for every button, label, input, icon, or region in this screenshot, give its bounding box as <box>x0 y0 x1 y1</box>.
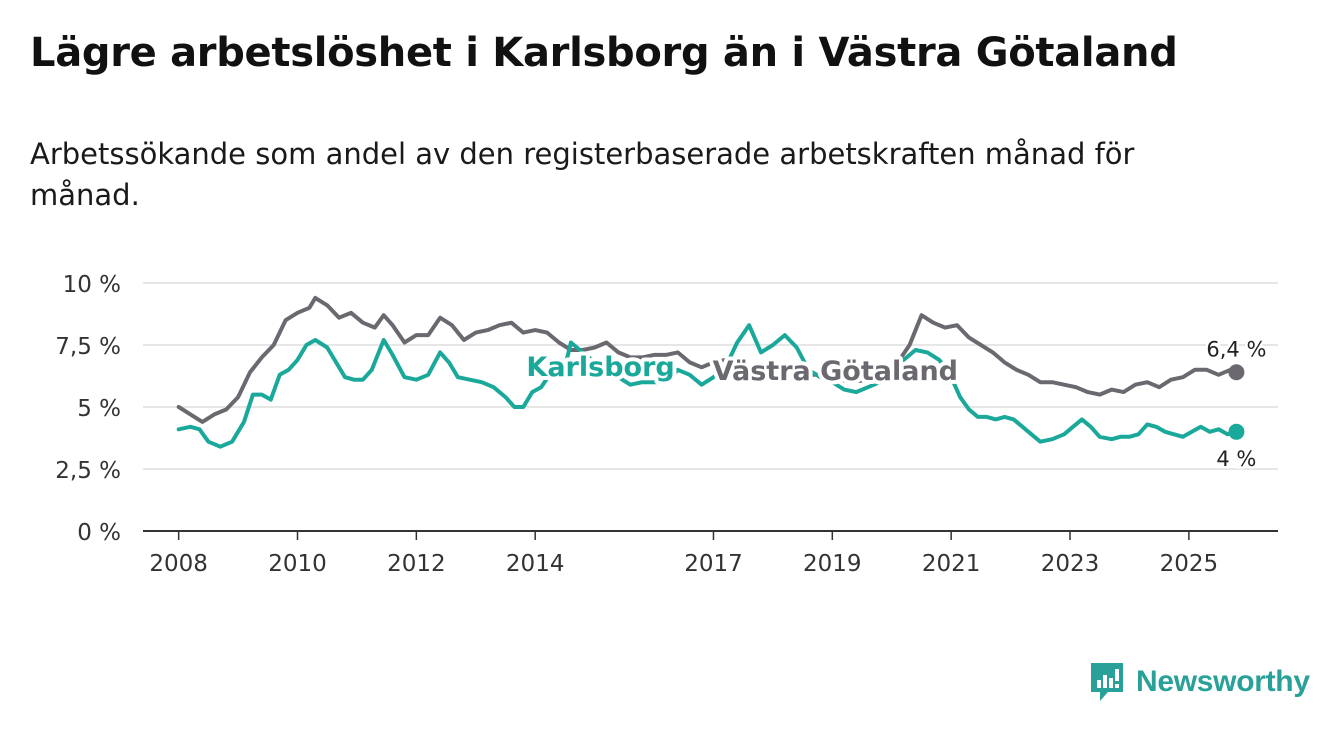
x-tick-label: 2021 <box>922 551 981 577</box>
chart-title: Lägre arbetslöshet i Karlsborg än i Väst… <box>30 30 1178 76</box>
karlsborg-end-point <box>1228 423 1245 440</box>
line-chart: 0 % 2,5 % 5 % 7,5 % 10 % 2008 2010 2012 2014 201… <box>55 272 1278 577</box>
x-axis-ticks: 2008 2010 2012 2014 2017 2019 2021 2023 2025 <box>149 531 1218 577</box>
newsworthy-logo: Newsworthy <box>1088 660 1310 704</box>
series-labels: Karlsborg Västra Götaland 6,4 % 4 % <box>522 335 1269 474</box>
karlsborg-label: Karlsborg <box>526 352 674 383</box>
vastra-gotaland-end-label: 6,4 % <box>1206 337 1266 361</box>
x-tick-label: 2008 <box>149 551 208 577</box>
y-tick-label: 10 % <box>63 272 121 298</box>
karlsborg-end-label: 4 % <box>1216 447 1256 471</box>
vastra-gotaland-line <box>176 295 1239 424</box>
x-tick-label: 2017 <box>684 551 743 577</box>
y-tick-label: 5 % <box>77 396 121 422</box>
vastra-gotaland-end-point <box>1228 364 1245 381</box>
y-tick-label: 0 % <box>77 520 121 546</box>
x-tick-label: 2025 <box>1160 551 1219 577</box>
x-tick-label: 2010 <box>268 551 327 577</box>
karlsborg-line <box>176 323 1239 449</box>
y-axis-ticks: 0 % 2,5 % 5 % 7,5 % 10 % <box>55 272 121 546</box>
y-tick-label: 2,5 % <box>55 458 121 484</box>
logo-icon <box>1091 663 1123 701</box>
chart-subtitle: Arbetssökande som andel av den registerb… <box>30 137 1135 212</box>
y-tick-label: 7,5 % <box>55 334 121 360</box>
gridlines <box>143 282 1278 532</box>
x-tick-label: 2023 <box>1041 551 1100 577</box>
x-tick-label: 2014 <box>506 551 565 577</box>
x-tick-label: 2019 <box>803 551 862 577</box>
series-lines <box>176 295 1245 449</box>
vastra-gotaland-label: Västra Götaland <box>713 356 958 387</box>
x-tick-label: 2012 <box>387 551 446 577</box>
brand-name: Newsworthy <box>1136 665 1310 698</box>
